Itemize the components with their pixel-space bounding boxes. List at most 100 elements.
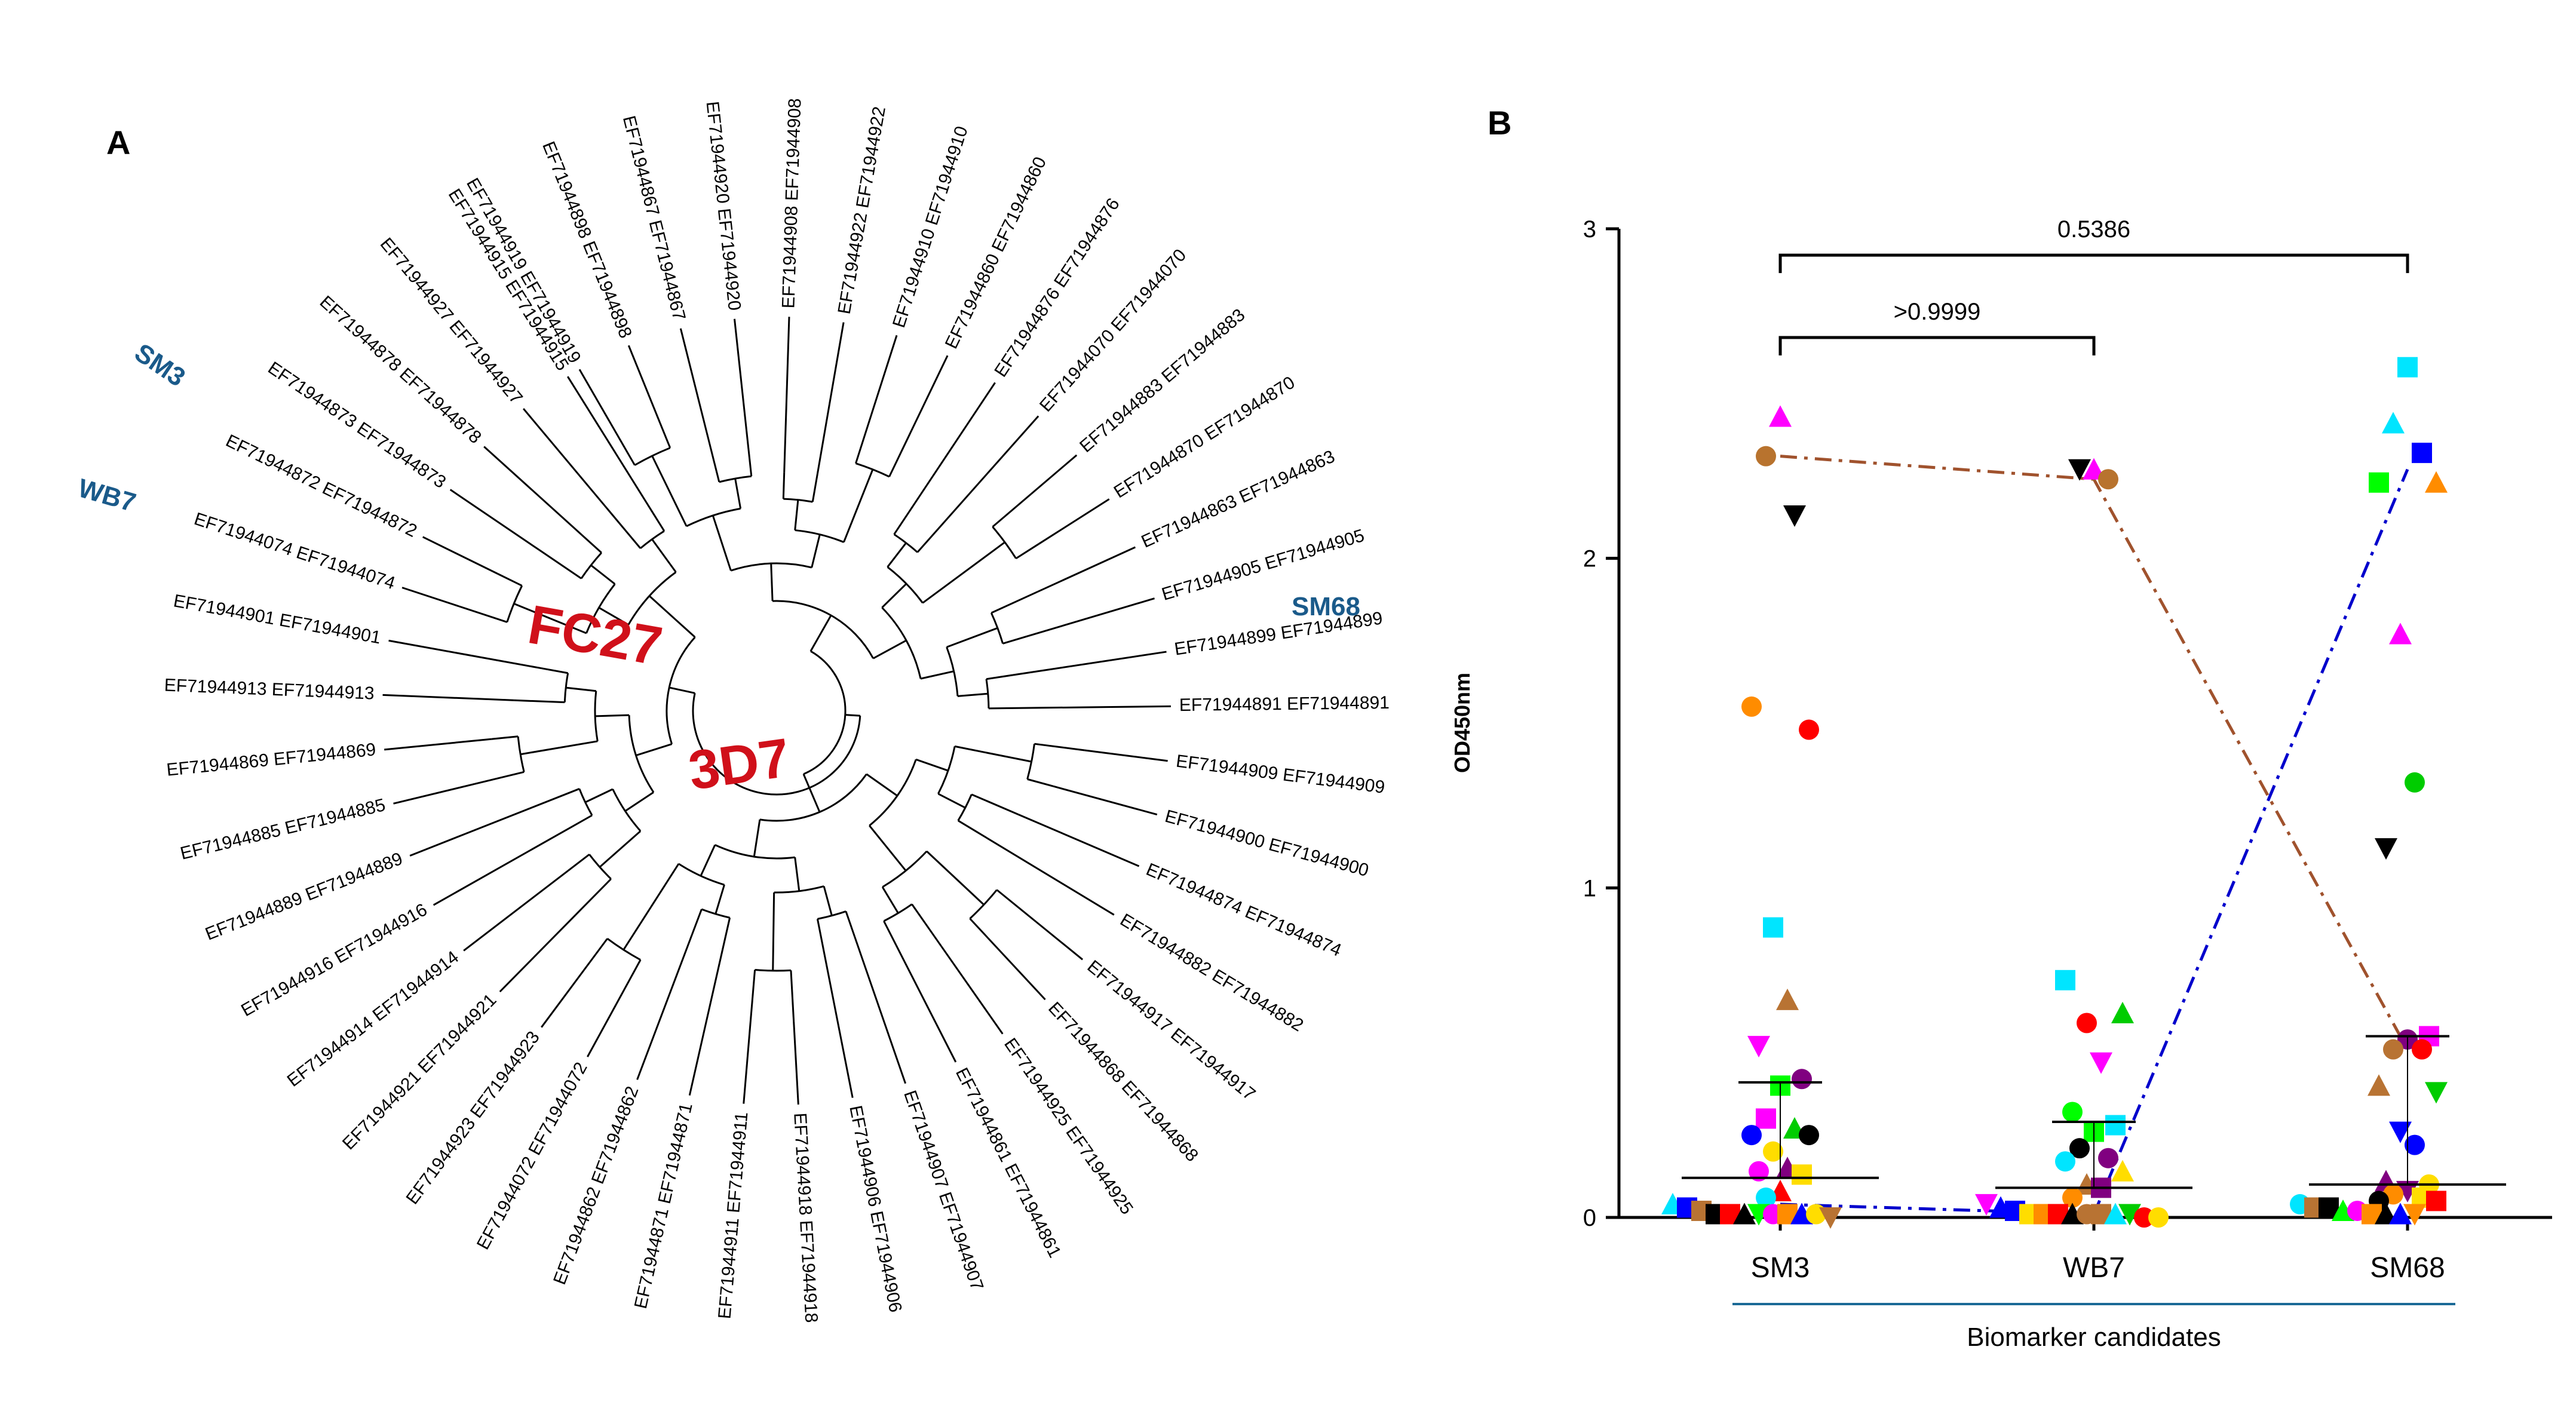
tree-branch: [940, 945, 1004, 1035]
tree-branch: [958, 820, 982, 836]
tree-branch: [843, 469, 874, 543]
tree-branch: [969, 918, 989, 939]
tree-branch: [581, 533, 602, 554]
data-point: [2118, 1204, 2141, 1226]
tree-branch: [1111, 705, 1171, 708]
tree-branch: [790, 970, 795, 1022]
data-point: [2375, 838, 2397, 860]
tree-branch: [770, 563, 774, 602]
tree-branch: [911, 903, 942, 947]
tree-branch: [946, 646, 959, 697]
tree-branch: [598, 427, 666, 532]
data-point: [2098, 469, 2118, 490]
leaf-label: EF71944906 EF71944906: [845, 1104, 905, 1314]
data-point: [2375, 1203, 2397, 1225]
tree-branch: [409, 833, 466, 857]
tree-branch: [393, 783, 475, 805]
tree-branch: [733, 318, 750, 450]
x-category-label: SM68: [2370, 1252, 2445, 1284]
tree-branch: [816, 919, 842, 1039]
data-point: [1769, 405, 1792, 427]
panel-a-label: A: [106, 124, 130, 161]
tree-branch: [706, 432, 720, 483]
tree-branch: [992, 493, 1032, 528]
tree-branch: [401, 587, 459, 608]
tree-branch: [855, 462, 890, 478]
comparison-bracket: [1778, 253, 2409, 274]
data-point: [2055, 1151, 2075, 1172]
tree-branch: [888, 452, 902, 477]
leaf-label: EF71944913 EF71944913: [164, 676, 375, 704]
data-point: [1747, 1036, 1770, 1058]
tree-branch: [881, 886, 899, 914]
tree-branch: [854, 936, 907, 1084]
tree-branch: [957, 692, 988, 697]
tree-branch: [893, 491, 924, 535]
tree-branch: [883, 921, 897, 946]
y-tick-label: 2: [1583, 546, 1596, 572]
data-point: [1799, 719, 1819, 740]
tree-branch: [513, 603, 587, 634]
tree-branch: [794, 499, 799, 530]
tree-branch: [1031, 454, 1078, 495]
leaf-label: EF71944907 EF71944907: [900, 1088, 987, 1293]
tree-branch: [627, 345, 661, 424]
data-point: [1749, 1161, 1769, 1182]
tree-branch: [811, 534, 821, 568]
data-point: [2426, 1191, 2446, 1211]
tree-branch: [640, 530, 665, 550]
data-point: [1741, 1125, 1762, 1146]
data-point: [2062, 1187, 2083, 1208]
tree-branch: [608, 421, 636, 466]
tree-branch: [793, 1021, 799, 1105]
tree-branches: [382, 317, 1171, 1105]
trend-line: [1780, 468, 2409, 1216]
leaf-label: EF71944074 EF71944074: [192, 509, 398, 593]
tree-branch: [691, 909, 703, 935]
tree-branch: [520, 740, 598, 756]
tree-branch: [996, 889, 1037, 923]
tree-branch: [585, 788, 614, 803]
tree-branch: [990, 591, 1038, 614]
data-point: [1741, 696, 1762, 717]
tree-branch: [881, 583, 907, 609]
tree-branch: [668, 686, 695, 694]
tree-branch: [753, 819, 761, 857]
y-tick-label: 3: [1583, 216, 1596, 243]
tree-branch: [752, 970, 756, 997]
data-point: [2389, 622, 2412, 645]
tree-branch: [772, 892, 775, 971]
tree-branch: [921, 382, 996, 493]
x-category-labels: SM3 WB7 SM68: [1751, 1217, 2445, 1284]
data-point: [2405, 1134, 2425, 1155]
data-point: [2412, 1039, 2432, 1060]
tree-branch: [449, 489, 540, 551]
data-point: [1763, 917, 1783, 938]
leaf-label: EF71944908 EF71944908: [778, 98, 805, 309]
tree-branch: [422, 536, 498, 575]
leaf-label: EF71944910 EF71944910: [889, 124, 972, 330]
leaf-label: EF71944900 EF71944900: [1163, 806, 1370, 881]
data-point: [2148, 1207, 2169, 1228]
tree-branch: [474, 771, 525, 785]
tree-branch: [900, 355, 949, 453]
tree-branch: [463, 870, 569, 952]
tree-branch: [855, 415, 872, 464]
highlight-label-sm68: SM68: [1292, 592, 1360, 621]
tree-branch: [988, 705, 1111, 710]
strain-label-3d7: 3D7: [685, 727, 793, 801]
data-point: [2383, 1039, 2403, 1060]
data-point: [2077, 1013, 2097, 1033]
tree-branch: [568, 814, 593, 830]
data-point: [1756, 1187, 1776, 1208]
tree-branch: [934, 415, 1039, 533]
tree-branch: [926, 850, 985, 906]
tree-branch: [465, 788, 580, 835]
tree-branch: [541, 667, 568, 674]
tree-branch: [701, 908, 730, 919]
data-point: [2405, 772, 2425, 793]
tree-branch: [803, 650, 847, 775]
tree-branch: [915, 758, 949, 772]
tree-branch: [985, 679, 990, 708]
data-point: [2134, 1207, 2154, 1228]
